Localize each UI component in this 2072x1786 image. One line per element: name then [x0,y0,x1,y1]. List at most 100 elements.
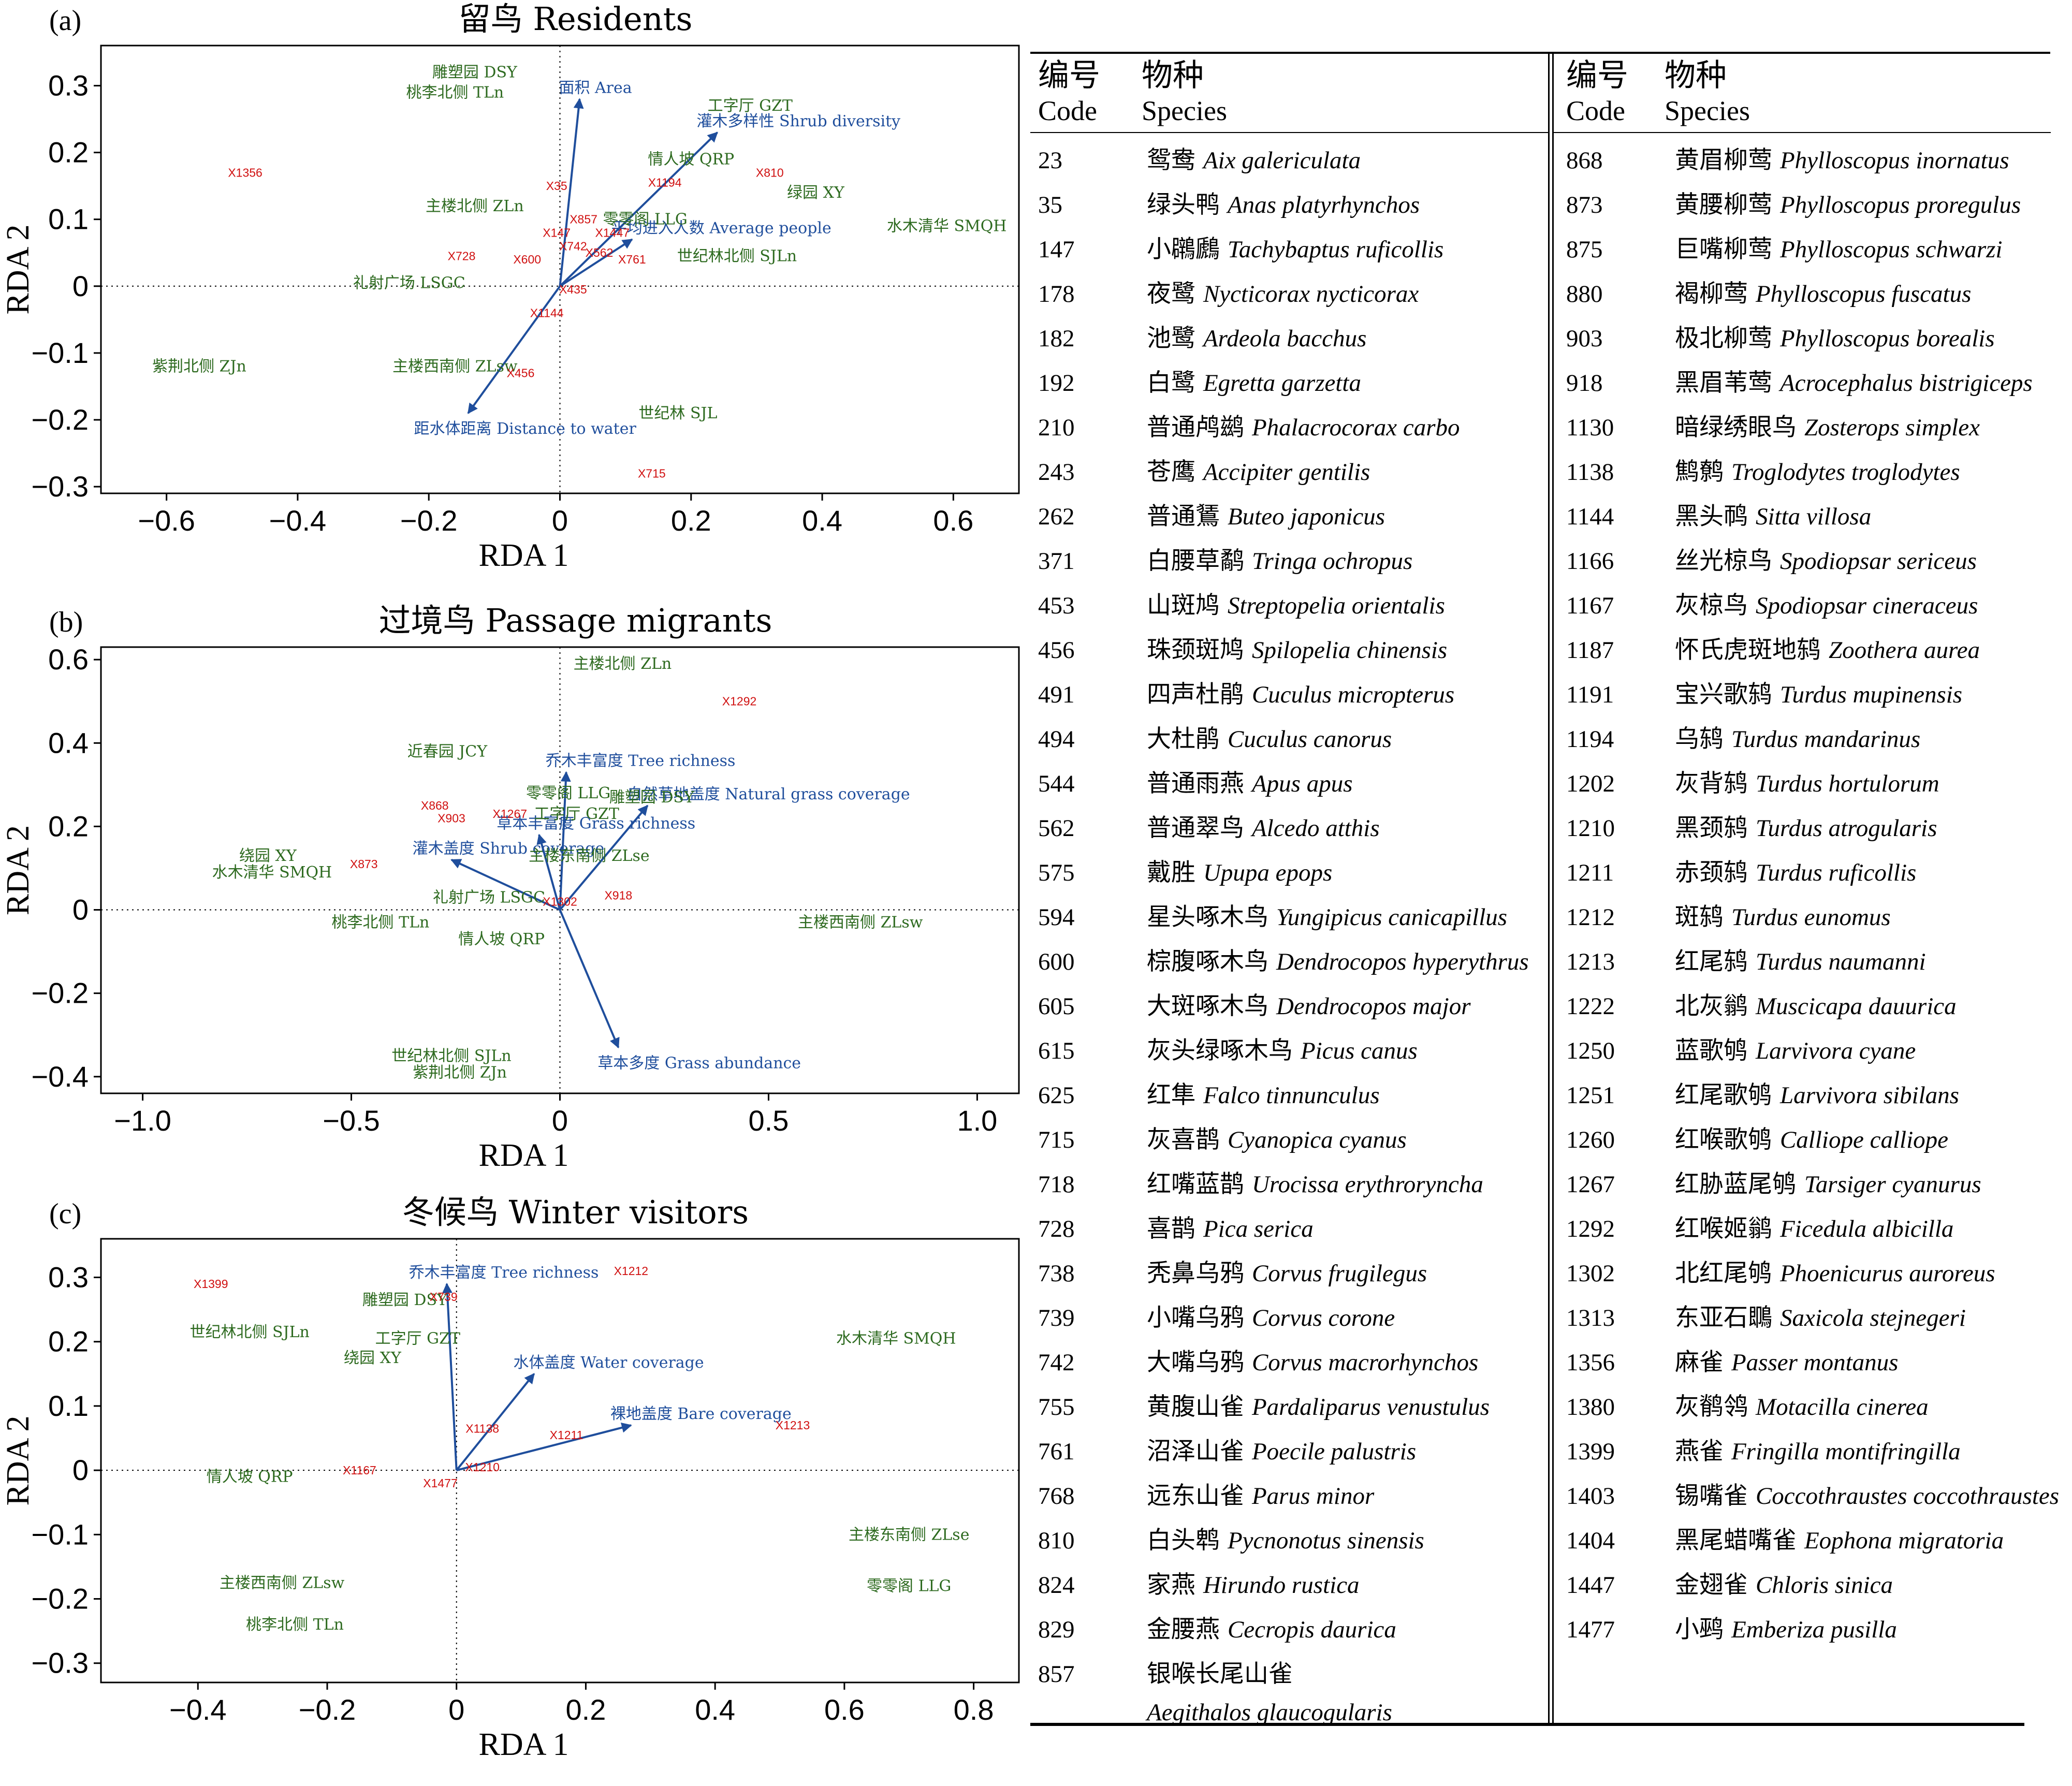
species-scientific-name: Hirundo rustica [1203,1572,1360,1599]
table-row: 1313 东亚石䳭 Saxicola stejnegeri [1566,1297,1966,1333]
panel-3-ytick-label: 0.3 [48,1261,89,1294]
panel-1-species-label: X810 [756,166,784,179]
species-scientific-name: Turdus atrogularis [1755,815,1937,842]
panel-2-site-label: 零零阁 LLG [526,784,610,802]
panel-3-species-label: X1210 [465,1460,500,1474]
panel-1-site-label: 桃李北侧 TLn [406,83,504,101]
panel-1-species-label: X715 [638,466,666,480]
table-row: 1212 斑鸫 Turdus eunomus [1566,897,1891,932]
species-code: 868 [1566,147,1603,174]
panel-1-species-label: X857 [570,213,597,226]
table-row: 192 白鹭 Egretta garzetta [1038,362,1361,398]
panel-2-ytick-label: 0 [72,894,89,926]
species-chinese-name: 大嘴乌鸦 [1147,1348,1252,1377]
species-scientific-name: Larvivora sibilans [1779,1082,1959,1109]
species-chinese-name: 黄腰柳莺 [1675,191,1780,219]
species-scientific-name: Motacilla cinerea [1755,1394,1929,1421]
table-row: 1187 怀氏虎斑地鸫 Zoothera aurea [1566,630,1980,665]
species-code: 1167 [1566,592,1614,619]
panel-2-title: 过境鸟 Passage migrants [379,602,772,639]
panel-1-env-arrow [559,98,584,286]
table-row: 742 大嘴乌鸦 Corvus macrorhynchos [1038,1342,1478,1378]
species-code: 1403 [1566,1483,1615,1510]
species-chinese-name: 普通翠鸟 [1147,814,1252,842]
species-chinese-name: 红尾歌鸲 [1675,1081,1780,1109]
species-code: 1166 [1566,548,1614,575]
table-row: 1222 北灰鹟 Muscicapa dauurica [1566,986,1957,1021]
panel-2-xtick-label: 1.0 [957,1104,997,1137]
panel-2-species-label: X903 [437,811,465,825]
panel-1-site-label: 紫荆北侧 ZJn [152,358,246,376]
species-code: 768 [1038,1483,1075,1510]
species-code: 594 [1038,904,1075,931]
species-code: 243 [1038,459,1075,486]
table-row: 1267 红胁蓝尾鸲 Tarsiger cyanurus [1566,1164,1981,1199]
species-code: 210 [1038,414,1075,441]
panel-1-species-label: X562 [586,246,614,259]
panel-1-species-label: X1194 [648,176,682,189]
species-scientific-name: Urocissa erythroryncha [1251,1171,1483,1198]
panel-3-site-label: 水木清华 SMQH [836,1330,956,1348]
species-code: 824 [1038,1572,1075,1599]
header-rule-right [1554,132,2051,133]
species-scientific-name: Parus minor [1251,1483,1375,1510]
table-row: 824 家燕 Hirundo rustica [1038,1564,1360,1600]
panel-2-site-label: 紫荆北侧 ZJn [413,1064,507,1082]
table-row: 1213 红尾鸫 Turdus naumanni [1566,941,1926,977]
panel-3-label: (c) [49,1198,81,1230]
species-scientific-name: Turdus mandarinus [1731,726,1921,753]
species-scientific-name: Sitta villosa [1755,503,1872,530]
panel-3-ytick-label: −0.1 [31,1518,89,1550]
panel-1-xtick-label: 0.4 [802,504,842,537]
species-chinese-name: 巨嘴柳莺 [1675,235,1780,263]
species-code: 192 [1038,370,1075,397]
panel-1-xlabel: RDA 1 [479,538,569,573]
species-chinese-name: 小嘴乌鸦 [1147,1304,1252,1332]
species-scientific-name: Spilopelia chinensis [1251,637,1448,664]
panel-3-site-label: 工字厅 GZT [375,1330,460,1348]
species-scientific-name: Picus canus [1300,1037,1418,1064]
species-scientific-name: Yungipicus canicapillus [1276,904,1508,931]
table-row: 1144 黑头䴓 Sitta villosa [1566,496,1871,532]
panel-3-plot-frame [100,1238,1020,1683]
panel-3-xlabel: RDA 1 [479,1727,569,1762]
table-row: 1167 灰椋鸟 Spodiopsar cineraceus [1566,585,1978,621]
species-code: 1187 [1566,637,1614,664]
panel-1-env-arrow [559,238,633,287]
panel-2-site-label: 主楼北侧 ZLn [574,655,672,673]
panel-1-ytick-label: −0.2 [31,403,89,436]
species-chinese-name: 黄腹山雀 [1147,1393,1252,1421]
panel-2-env-label: 草本丰富度 Grass richness [497,815,695,833]
table-column-divider-2 [1552,52,1554,1723]
panel-1-species-label: X728 [448,250,476,263]
panel-2-xtick-label: −1.0 [114,1104,171,1137]
species-chinese-name: 普通鸬鹚 [1147,413,1252,442]
panel-2-site-label: 主楼东南侧 ZLse [529,847,649,865]
species-chinese-name: 银喉长尾山雀 [1147,1660,1293,1688]
panel-3-ytick-label: 0.2 [48,1325,89,1358]
table-row: 456 珠颈斑鸠 Spilopelia chinensis [1038,630,1447,665]
table-bottom-rule [1030,1723,2024,1726]
table-row: 1250 蓝歌鸲 Larvivora cyane [1566,1030,1916,1066]
panel-2-xtick-label: 0.5 [749,1104,789,1137]
panel-1-site-label: 零零阁 LLG [603,211,687,229]
panel-2-env-arrow [559,804,649,911]
species-code: 742 [1038,1349,1075,1376]
species-chinese-name: 夜鹭 [1147,280,1203,308]
panel-3-species-label: X1212 [614,1264,649,1278]
species-chinese-name: 蓝歌鸲 [1675,1036,1756,1065]
species-chinese-name: 暗绿绣眼鸟 [1675,413,1804,442]
species-chinese-name: 沼泽山雀 [1147,1437,1252,1466]
table-row: 739 小嘴乌鸦 Corvus corone [1038,1297,1395,1333]
species-chinese-name: 红喉姬鹟 [1675,1214,1780,1243]
panel-2-species-label: X873 [350,857,378,871]
table-row: 1211 赤颈鸫 Turdus ruficollis [1566,852,1916,888]
species-code: 35 [1038,192,1062,218]
panel-1-site-label: 情人坡 QRP [648,150,734,168]
species-code: 880 [1566,281,1603,308]
panel-3-species-label: X1167 [343,1463,376,1477]
table-row: 491 四声杜鹃 Cuculus micropterus [1038,674,1454,710]
table-row: 1403 锡嘴雀 Coccothraustes coccothraustes [1566,1475,2059,1511]
species-code: 1251 [1566,1082,1615,1109]
panel-3-xtick-label: −0.4 [169,1693,227,1726]
